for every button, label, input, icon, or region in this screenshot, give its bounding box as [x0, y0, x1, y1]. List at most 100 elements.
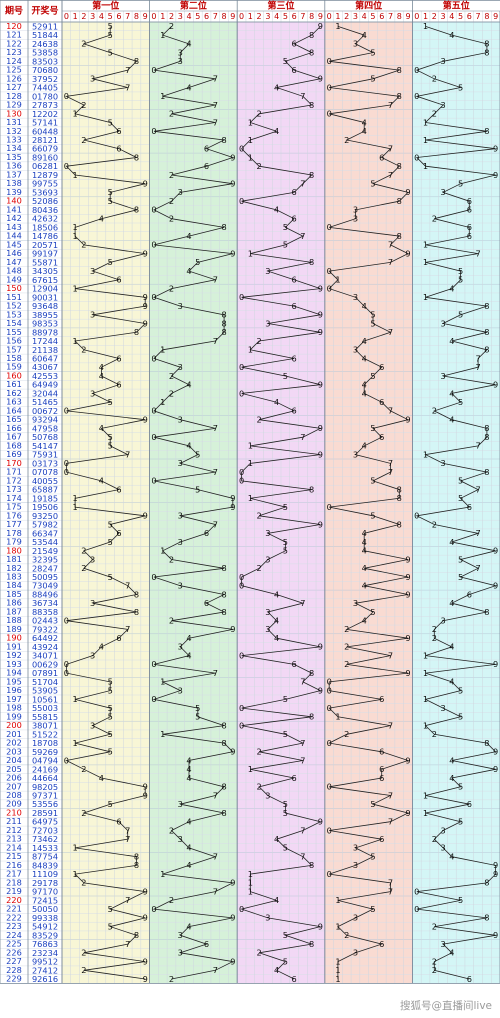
draw-number: 99755	[32, 178, 58, 188]
draw-digit: 1	[37, 91, 42, 101]
draw-digit: 4	[53, 414, 58, 424]
period: 172	[6, 475, 22, 485]
trend-digit: 4	[99, 213, 104, 223]
draw-digit: 3	[32, 720, 37, 730]
digit-header: 6	[204, 12, 209, 21]
position-header: 第二位	[180, 0, 207, 12]
draw-digit: 1	[53, 720, 58, 730]
draw-digit: 6	[32, 143, 37, 153]
draw-digit: 0	[53, 65, 58, 75]
trend-digit: 4	[99, 362, 104, 372]
draw-digit: 5	[32, 921, 37, 931]
draw-number: 66079	[32, 143, 58, 153]
draw-digit: 2	[48, 624, 53, 634]
trend-digit: 9	[405, 248, 410, 258]
draw-digit: 5	[53, 816, 58, 826]
trend-digit: 3	[265, 624, 270, 634]
period: 134	[6, 143, 22, 153]
draw-digit: 4	[48, 440, 53, 450]
draw-digit: 7	[37, 73, 42, 83]
trend-digit: 8	[484, 327, 489, 337]
trend-digit: 0	[327, 56, 332, 66]
trend-digit: 0	[414, 91, 419, 101]
trend-digit: 5	[108, 441, 113, 451]
draw-digit: 8	[53, 423, 58, 433]
trend-digit: 8	[134, 607, 139, 617]
draw-digit: 7	[42, 598, 47, 608]
draw-digit: 0	[42, 362, 47, 372]
period: 129	[6, 100, 22, 110]
trend-digit: 3	[178, 642, 183, 652]
trend-digit: 2	[432, 109, 437, 119]
draw-digit: 9	[32, 956, 37, 966]
draw-number: 70680	[32, 65, 58, 75]
trend-digit: 6	[292, 301, 297, 311]
trend-digit: 1	[160, 345, 165, 355]
trend-digit: 9	[318, 283, 323, 293]
trend-digit: 1	[423, 161, 428, 171]
digit-header: 8	[484, 12, 489, 21]
draw-digit: 5	[42, 502, 47, 512]
trend-digit: 1	[160, 397, 165, 407]
trend-digit: 2	[81, 100, 86, 110]
digit-header: 4	[186, 12, 191, 21]
trend-digit: 4	[274, 834, 279, 844]
draw-digit: 9	[42, 423, 47, 433]
period: 168	[6, 440, 22, 450]
trend-digit: 0	[151, 432, 156, 442]
trend-digit: 1	[160, 30, 165, 40]
draw-digit: 2	[32, 877, 37, 887]
draw-digit: 5	[32, 432, 37, 442]
trend-digit: 8	[221, 563, 226, 573]
trend-digit: 6	[292, 353, 297, 363]
trend-digit: 2	[81, 240, 86, 250]
trend-digit: 5	[108, 904, 113, 914]
draw-digit: 4	[42, 834, 47, 844]
period: 142	[6, 213, 22, 223]
trend-digit: 3	[353, 39, 358, 49]
trend-digit: 2	[256, 782, 261, 792]
trend-digit: 0	[239, 476, 244, 486]
draw-digit: 1	[53, 239, 58, 249]
digit-header: 9	[143, 12, 148, 21]
draw-digit: 3	[48, 204, 53, 214]
trend-digit: 6	[292, 406, 297, 416]
draw-digit: 7	[42, 231, 47, 241]
trend-digit: 9	[143, 974, 148, 984]
trend-digit: 9	[405, 668, 410, 678]
period: 120	[6, 21, 22, 31]
trend-digit: 4	[449, 642, 454, 652]
trend-digit: 0	[64, 615, 69, 625]
draw-digit: 0	[53, 510, 58, 520]
draw-number: 89160	[32, 152, 58, 162]
trend-digit: 4	[274, 895, 279, 905]
trend-digit: 8	[397, 161, 402, 171]
trend-digit: 7	[300, 91, 305, 101]
draw-number: 92616	[32, 974, 58, 984]
period: 210	[6, 807, 22, 817]
trend-digit: 0	[151, 65, 156, 75]
digit-header: 2	[432, 12, 437, 21]
draw-digit: 3	[32, 598, 37, 608]
draw-digit: 4	[42, 895, 47, 905]
trend-digit: 1	[248, 886, 253, 896]
draw-digit: 6	[48, 362, 53, 372]
draw-number: 23234	[32, 947, 58, 957]
draw-digit: 4	[53, 641, 58, 651]
draw-digit: 9	[37, 248, 42, 258]
trend-digit: 3	[178, 56, 183, 66]
period: 171	[6, 467, 22, 477]
trend-digit: 7	[475, 563, 480, 573]
trend-digit: 9	[143, 886, 148, 896]
draw-digit: 8	[32, 930, 37, 940]
trend-digit: 1	[423, 257, 428, 267]
trend-digit: 3	[178, 948, 183, 958]
period: 123	[6, 47, 22, 57]
trend-digit: 4	[99, 423, 104, 433]
trend-digit: 5	[195, 449, 200, 459]
draw-number: 40055	[32, 475, 58, 485]
trend-digit: 7	[475, 353, 480, 363]
draw-digit: 3	[53, 939, 58, 949]
trend-digit: 5	[458, 572, 463, 582]
trend-digit: 1	[248, 493, 253, 503]
